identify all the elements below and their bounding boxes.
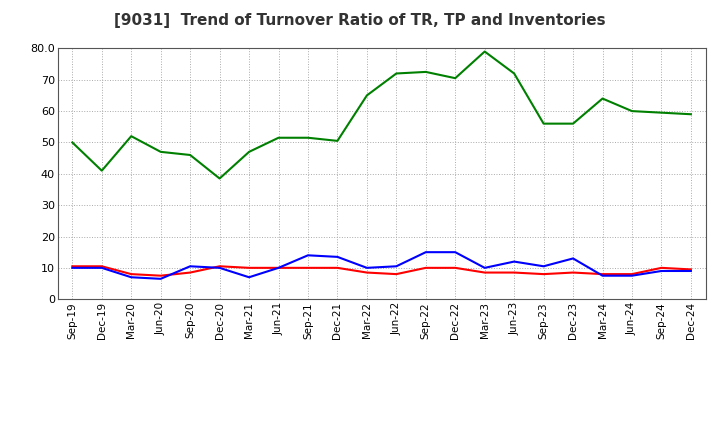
Inventories bbox=[628, 108, 636, 114]
Trade Payables bbox=[363, 265, 372, 271]
Trade Receivables bbox=[333, 265, 342, 271]
Inventories bbox=[304, 135, 312, 140]
Inventories bbox=[510, 71, 518, 76]
Inventories bbox=[97, 168, 106, 173]
Inventories bbox=[363, 93, 372, 98]
Trade Receivables bbox=[598, 271, 607, 277]
Trade Receivables bbox=[480, 270, 489, 275]
Trade Payables bbox=[333, 254, 342, 260]
Line: Trade Payables: Trade Payables bbox=[72, 252, 691, 279]
Inventories bbox=[451, 76, 459, 81]
Inventories bbox=[598, 96, 607, 101]
Trade Payables bbox=[628, 273, 636, 279]
Trade Payables bbox=[127, 275, 135, 280]
Trade Receivables bbox=[421, 265, 430, 271]
Inventories bbox=[569, 121, 577, 126]
Trade Receivables bbox=[539, 271, 548, 277]
Trade Receivables bbox=[363, 270, 372, 275]
Trade Payables bbox=[245, 275, 253, 280]
Trade Payables bbox=[539, 264, 548, 269]
Trade Receivables bbox=[657, 265, 666, 271]
Trade Receivables bbox=[127, 271, 135, 277]
Inventories bbox=[392, 71, 400, 76]
Line: Trade Receivables: Trade Receivables bbox=[72, 266, 691, 276]
Trade Payables bbox=[215, 265, 224, 271]
Line: Inventories: Inventories bbox=[72, 51, 691, 179]
Trade Payables bbox=[687, 268, 696, 274]
Trade Payables bbox=[569, 256, 577, 261]
Trade Receivables bbox=[628, 271, 636, 277]
Trade Receivables bbox=[451, 265, 459, 271]
Inventories bbox=[156, 149, 165, 154]
Inventories bbox=[274, 135, 283, 140]
Inventories bbox=[68, 140, 76, 145]
Legend: Trade Receivables, Trade Payables, Inventories: Trade Receivables, Trade Payables, Inven… bbox=[151, 436, 612, 440]
Trade Payables bbox=[421, 249, 430, 255]
Trade Payables bbox=[156, 276, 165, 282]
Trade Payables bbox=[657, 268, 666, 274]
Trade Receivables bbox=[304, 265, 312, 271]
Trade Receivables bbox=[245, 265, 253, 271]
Trade Receivables bbox=[569, 270, 577, 275]
Inventories bbox=[480, 49, 489, 54]
Trade Receivables bbox=[97, 264, 106, 269]
Trade Payables bbox=[451, 249, 459, 255]
Inventories bbox=[186, 152, 194, 158]
Inventories bbox=[687, 112, 696, 117]
Trade Payables bbox=[68, 265, 76, 271]
Trade Receivables bbox=[156, 273, 165, 279]
Inventories bbox=[421, 69, 430, 74]
Inventories bbox=[215, 176, 224, 181]
Trade Payables bbox=[392, 264, 400, 269]
Trade Receivables bbox=[68, 264, 76, 269]
Inventories bbox=[333, 138, 342, 143]
Trade Receivables bbox=[215, 264, 224, 269]
Trade Payables bbox=[97, 265, 106, 271]
Text: [9031]  Trend of Turnover Ratio of TR, TP and Inventories: [9031] Trend of Turnover Ratio of TR, TP… bbox=[114, 13, 606, 28]
Inventories bbox=[245, 149, 253, 154]
Trade Receivables bbox=[687, 267, 696, 272]
Trade Payables bbox=[304, 253, 312, 258]
Trade Receivables bbox=[186, 270, 194, 275]
Trade Payables bbox=[186, 264, 194, 269]
Trade Receivables bbox=[274, 265, 283, 271]
Trade Receivables bbox=[510, 270, 518, 275]
Inventories bbox=[657, 110, 666, 115]
Trade Payables bbox=[480, 265, 489, 271]
Trade Payables bbox=[598, 273, 607, 279]
Inventories bbox=[539, 121, 548, 126]
Inventories bbox=[127, 133, 135, 139]
Trade Receivables bbox=[392, 271, 400, 277]
Trade Payables bbox=[274, 265, 283, 271]
Trade Payables bbox=[510, 259, 518, 264]
